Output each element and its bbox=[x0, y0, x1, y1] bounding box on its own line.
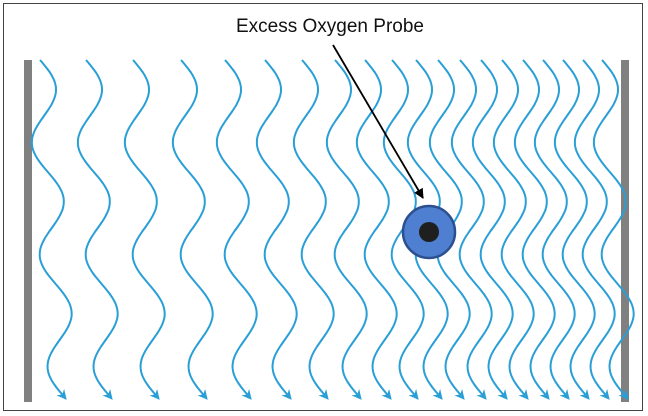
right-wall bbox=[621, 60, 629, 402]
excess-oxygen-probe bbox=[401, 204, 457, 260]
streamline-14 bbox=[471, 59, 514, 400]
probe-pointer-arrow bbox=[332, 44, 424, 199]
probe-label: Excess Oxygen Probe bbox=[236, 16, 424, 37]
streamline-19 bbox=[573, 59, 616, 400]
streamlines bbox=[30, 59, 635, 400]
streamline-16 bbox=[513, 59, 556, 400]
probe-core bbox=[419, 222, 439, 242]
streamline-13 bbox=[450, 59, 493, 400]
streamline-3 bbox=[123, 59, 166, 400]
diagram-frame bbox=[3, 3, 643, 411]
streamline-15 bbox=[492, 59, 535, 400]
streamline-18 bbox=[553, 59, 596, 400]
streamline-5 bbox=[215, 59, 258, 400]
streamline-2 bbox=[76, 59, 119, 400]
streamline-8 bbox=[325, 59, 368, 400]
streamline-7 bbox=[292, 59, 335, 400]
streamline-17 bbox=[533, 59, 576, 400]
streamline-4 bbox=[171, 59, 214, 400]
streamline-6 bbox=[255, 59, 298, 400]
streamline-20 bbox=[592, 59, 635, 400]
streamline-9 bbox=[355, 59, 398, 400]
streamline-1 bbox=[30, 59, 73, 400]
left-wall bbox=[24, 60, 32, 402]
